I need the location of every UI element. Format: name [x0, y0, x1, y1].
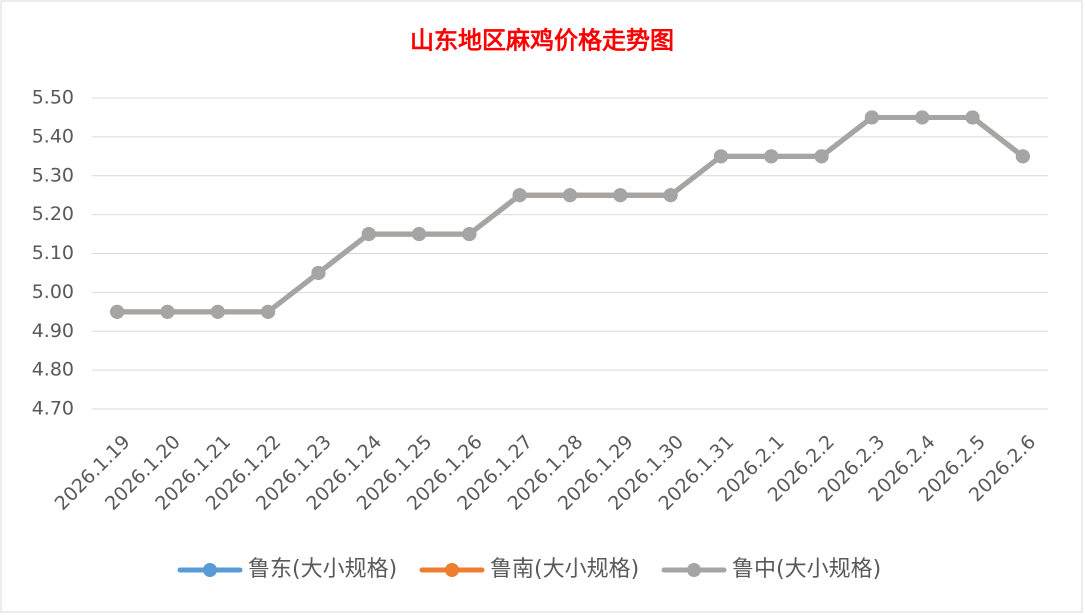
data-point: [412, 227, 427, 242]
data-point: [110, 304, 125, 319]
data-point: [663, 188, 678, 203]
y-tick-label: 5.50: [32, 87, 74, 109]
chart-title: 山东地区麻鸡价格走势图: [410, 26, 674, 55]
data-point: [1015, 149, 1030, 164]
data-point: [814, 149, 829, 164]
data-point: [613, 188, 628, 203]
y-tick-label: 4.90: [32, 320, 74, 342]
legend-label: 鲁东(大小规格): [248, 557, 397, 582]
data-point: [713, 149, 728, 164]
legend-marker: [203, 563, 217, 577]
y-tick-label: 5.40: [32, 125, 74, 147]
y-tick-label: 5.10: [32, 242, 74, 264]
y-tick-label: 4.80: [32, 359, 74, 381]
y-tick-label: 4.70: [32, 398, 74, 420]
y-tick-label: 5.30: [32, 164, 74, 186]
data-point: [915, 110, 930, 125]
data-point: [160, 304, 175, 319]
data-point: [261, 304, 276, 319]
legend-label: 鲁中(大小规格): [732, 557, 881, 582]
data-point: [512, 188, 527, 203]
data-point: [311, 265, 326, 280]
data-point: [764, 149, 779, 164]
legend-label: 鲁南(大小规格): [490, 557, 639, 582]
data-point: [864, 110, 879, 125]
y-tick-label: 5.20: [32, 203, 74, 225]
legend-marker: [687, 563, 701, 577]
data-point: [563, 188, 577, 203]
legend-marker: [445, 563, 459, 577]
y-tick-label: 5.00: [32, 281, 74, 303]
data-point: [462, 227, 477, 242]
data-point: [965, 110, 980, 125]
data-point: [210, 304, 225, 319]
data-point: [361, 227, 376, 242]
